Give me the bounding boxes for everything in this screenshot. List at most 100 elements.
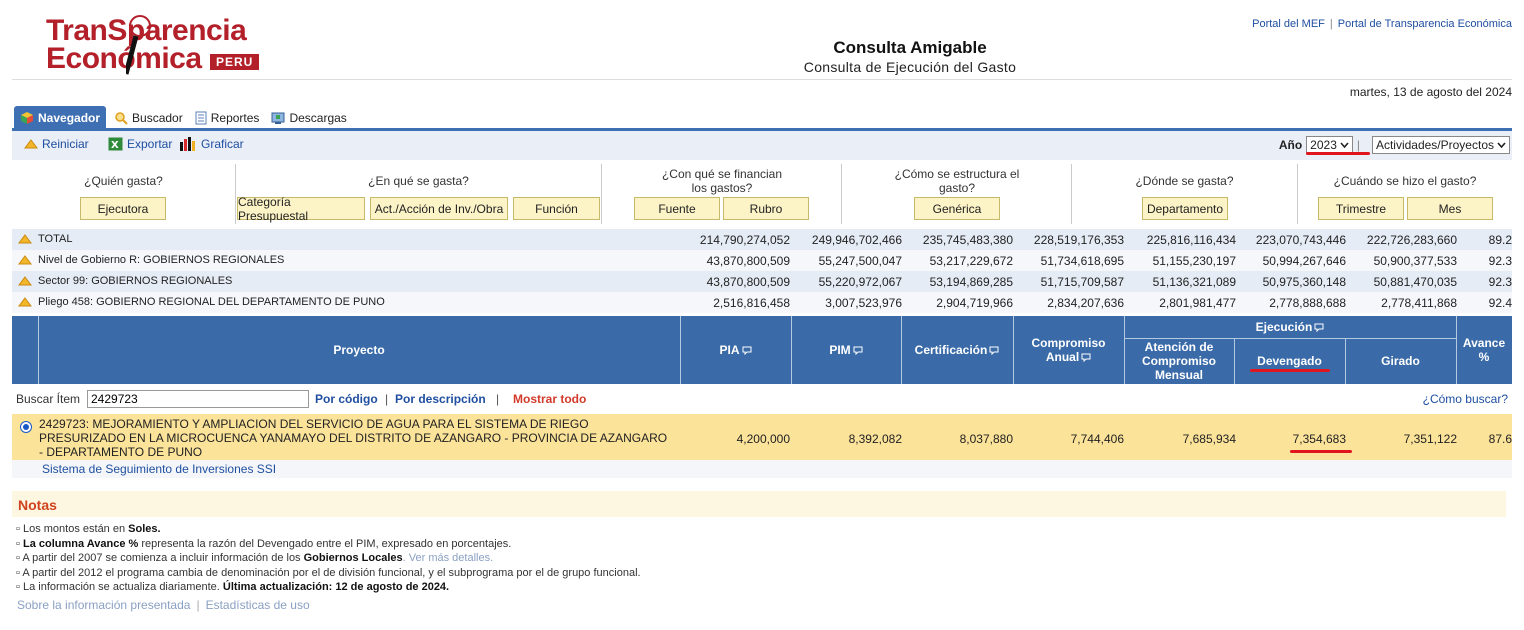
- table-row[interactable]: 2429723: MEJORAMIENTO Y AMPLIACION DEL S…: [12, 414, 1512, 460]
- col-divider: [680, 316, 681, 384]
- sobre-informacion-link[interactable]: Sobre la información presentada: [17, 598, 191, 612]
- col-divider: [1124, 316, 1125, 384]
- summary-pim: 55,247,500,047: [818, 254, 902, 268]
- col-atencion-label-1: Atención de: [1144, 340, 1214, 354]
- reiniciar-label: Reiniciar: [42, 137, 89, 151]
- chevron-down-icon: [1340, 142, 1349, 148]
- mostrar-todo-link[interactable]: Mostrar todo: [513, 392, 587, 406]
- exportar-label: Exportar: [127, 137, 173, 151]
- portal-mef-link[interactable]: Portal del MEF: [1252, 18, 1325, 30]
- exportar-button[interactable]: X Exportar: [108, 137, 172, 151]
- en-que-gasta-question: ¿En qué se gasta?: [368, 174, 469, 188]
- donde-gasta-question: ¿Dónde se gasta?: [1135, 174, 1234, 188]
- generica-button[interactable]: Genérica: [914, 197, 1000, 220]
- row-pim: 8,392,082: [848, 432, 902, 446]
- search-input[interactable]: [87, 390, 309, 408]
- row-girado: 7,351,122: [1403, 432, 1457, 446]
- por-codigo-link[interactable]: Por código: [315, 392, 378, 406]
- row-pia: 4,200,000: [736, 432, 790, 446]
- year-label: Año: [1278, 138, 1303, 152]
- info-bubble-icon[interactable]: [853, 346, 863, 355]
- col-divider: [1013, 316, 1014, 384]
- summary-compromiso: 2,834,207,636: [1047, 296, 1124, 310]
- note-item: ▫ La información se actualiza diariament…: [16, 581, 450, 593]
- graficar-button[interactable]: Graficar: [179, 137, 244, 151]
- transparencia-logo[interactable]: TranSparencia Económica PERU: [40, 12, 280, 78]
- fuente-button[interactable]: Fuente: [634, 197, 720, 220]
- tab-reportes[interactable]: Reportes: [191, 106, 264, 130]
- question-panel: ¿Quién gasta? Ejecutora ¿En qué se gasta…: [12, 164, 1512, 224]
- col-compromiso-label-1: Compromiso: [1031, 336, 1106, 350]
- note-bold: Soles.: [128, 523, 161, 535]
- col-divider: [1234, 338, 1235, 384]
- col-devengado: Devengado: [1257, 354, 1322, 368]
- tab-bar: Navegador Buscador Reportes Descargas: [14, 104, 355, 130]
- trimestre-button[interactable]: Trimestre: [1318, 197, 1404, 220]
- summary-pia: 43,870,800,509: [706, 275, 790, 289]
- col-pia: PIA: [680, 316, 791, 384]
- search-separator: |: [385, 392, 389, 406]
- logo-line-2: Económica: [46, 42, 202, 75]
- logo-line-1: TranSparencia: [46, 14, 247, 47]
- col-atencion-label-3: Mensual: [1154, 368, 1203, 382]
- up-arrow-icon: [18, 276, 32, 286]
- tab-navegador[interactable]: Navegador: [14, 106, 107, 130]
- ver-mas-detalles-link[interactable]: . Ver más detalles.: [402, 552, 494, 564]
- row-certificacion: 8,037,880: [959, 432, 1013, 446]
- note-text: A partir del 2007 se comienza a incluir …: [22, 552, 304, 564]
- row-compromiso: 7,744,406: [1070, 432, 1124, 446]
- summary-atencion: 225,816,116,434: [1146, 233, 1236, 247]
- summary-row-nivel[interactable]: Nivel de Gobierno R: GOBIERNOS REGIONALE…: [12, 250, 1512, 271]
- summary-girado: 2,778,411,868: [1381, 296, 1457, 310]
- summary-atencion: 2,801,981,477: [1159, 296, 1236, 310]
- search-icon: [115, 112, 128, 125]
- year-value: 2023: [1310, 138, 1337, 152]
- info-bubble-icon[interactable]: [989, 346, 999, 355]
- summary-row-pliego[interactable]: Pliego 458: GOBIERNO REGIONAL DEL DEPART…: [12, 292, 1512, 313]
- reiniciar-button[interactable]: Reiniciar: [24, 137, 89, 151]
- type-select[interactable]: Actividades/Proyectos: [1371, 136, 1510, 154]
- quien-gasta-group: ¿Quién gasta? Ejecutora: [12, 164, 236, 224]
- tab-buscador[interactable]: Buscador: [110, 106, 187, 130]
- mes-button[interactable]: Mes: [1407, 197, 1493, 220]
- summary-row-total[interactable]: TOTAL 214,790,274,052 249,946,702,466 23…: [12, 229, 1512, 250]
- info-bubble-icon[interactable]: [742, 346, 752, 355]
- como-buscar-link[interactable]: ¿Cómo buscar?: [1422, 392, 1508, 406]
- ssi-link[interactable]: Sistema de Seguimiento de Inversiones SS…: [42, 462, 277, 476]
- cuando-gasto-group: ¿Cuándo se hizo el gasto? Trimestre Mes: [1298, 164, 1512, 224]
- year-annotation-underline: [1306, 152, 1370, 155]
- col-pim-label: PIM: [829, 343, 851, 357]
- project-text-2: PRESURIZADO EN LA MICROCUENCA YANAMAYO D…: [39, 431, 668, 445]
- note-bold: Última actualización: 12 de agosto de 20…: [222, 581, 450, 593]
- como-estructura-group: ¿Cómo se estructura el gasto? Genérica: [842, 164, 1072, 224]
- note-text: La información se actualiza diariamente.: [22, 581, 223, 593]
- summary-row-label-wrap: Pliego 458: GOBIERNO REGIONAL DEL DEPART…: [18, 296, 385, 308]
- summary-pim: 249,946,702,466: [811, 233, 902, 247]
- rubro-button[interactable]: Rubro: [723, 197, 809, 220]
- row-radio[interactable]: [20, 421, 32, 433]
- summary-certificacion: 235,745,483,380: [922, 233, 1013, 247]
- bar-chart-icon: [180, 137, 195, 151]
- estadisticas-link[interactable]: Estadísticas de uso: [205, 598, 310, 612]
- portal-transparencia-link[interactable]: Portal de Transparencia Económica: [1337, 18, 1512, 30]
- search-row: Buscar Ítem Por código | Por descripción…: [12, 386, 1512, 412]
- summary-row-sector[interactable]: Sector 99: GOBIERNOS REGIONALES 43,870,8…: [12, 271, 1512, 292]
- table-header: Proyecto PIA PIM Certificación Compromis…: [12, 316, 1512, 384]
- year-select[interactable]: 2023: [1306, 136, 1353, 154]
- summary-certificacion: 53,194,869,285: [929, 275, 1013, 289]
- info-bubble-icon[interactable]: [1314, 323, 1324, 332]
- departamento-button[interactable]: Departamento: [1142, 197, 1228, 220]
- col-proyecto: Proyecto: [333, 343, 385, 357]
- summary-pim: 3,007,523,976: [825, 296, 902, 310]
- info-bubble-icon[interactable]: [1081, 353, 1091, 363]
- por-descripcion-link[interactable]: Por descripción: [395, 392, 486, 406]
- tab-descargas[interactable]: Descargas: [267, 106, 350, 130]
- ejecutora-button[interactable]: Ejecutora: [80, 197, 166, 220]
- logo-badge: PERU: [210, 54, 260, 70]
- summary-avance: 92.3: [1488, 275, 1512, 289]
- funcion-button[interactable]: Función: [513, 197, 600, 220]
- col-girado: Girado: [1381, 354, 1420, 368]
- actividad-obra-button[interactable]: Act./Acción de Inv./Obra: [370, 197, 508, 220]
- summary-pia: 43,870,800,509: [706, 254, 790, 268]
- categoria-presupuestal-button[interactable]: Categoría Presupuestal: [237, 195, 365, 223]
